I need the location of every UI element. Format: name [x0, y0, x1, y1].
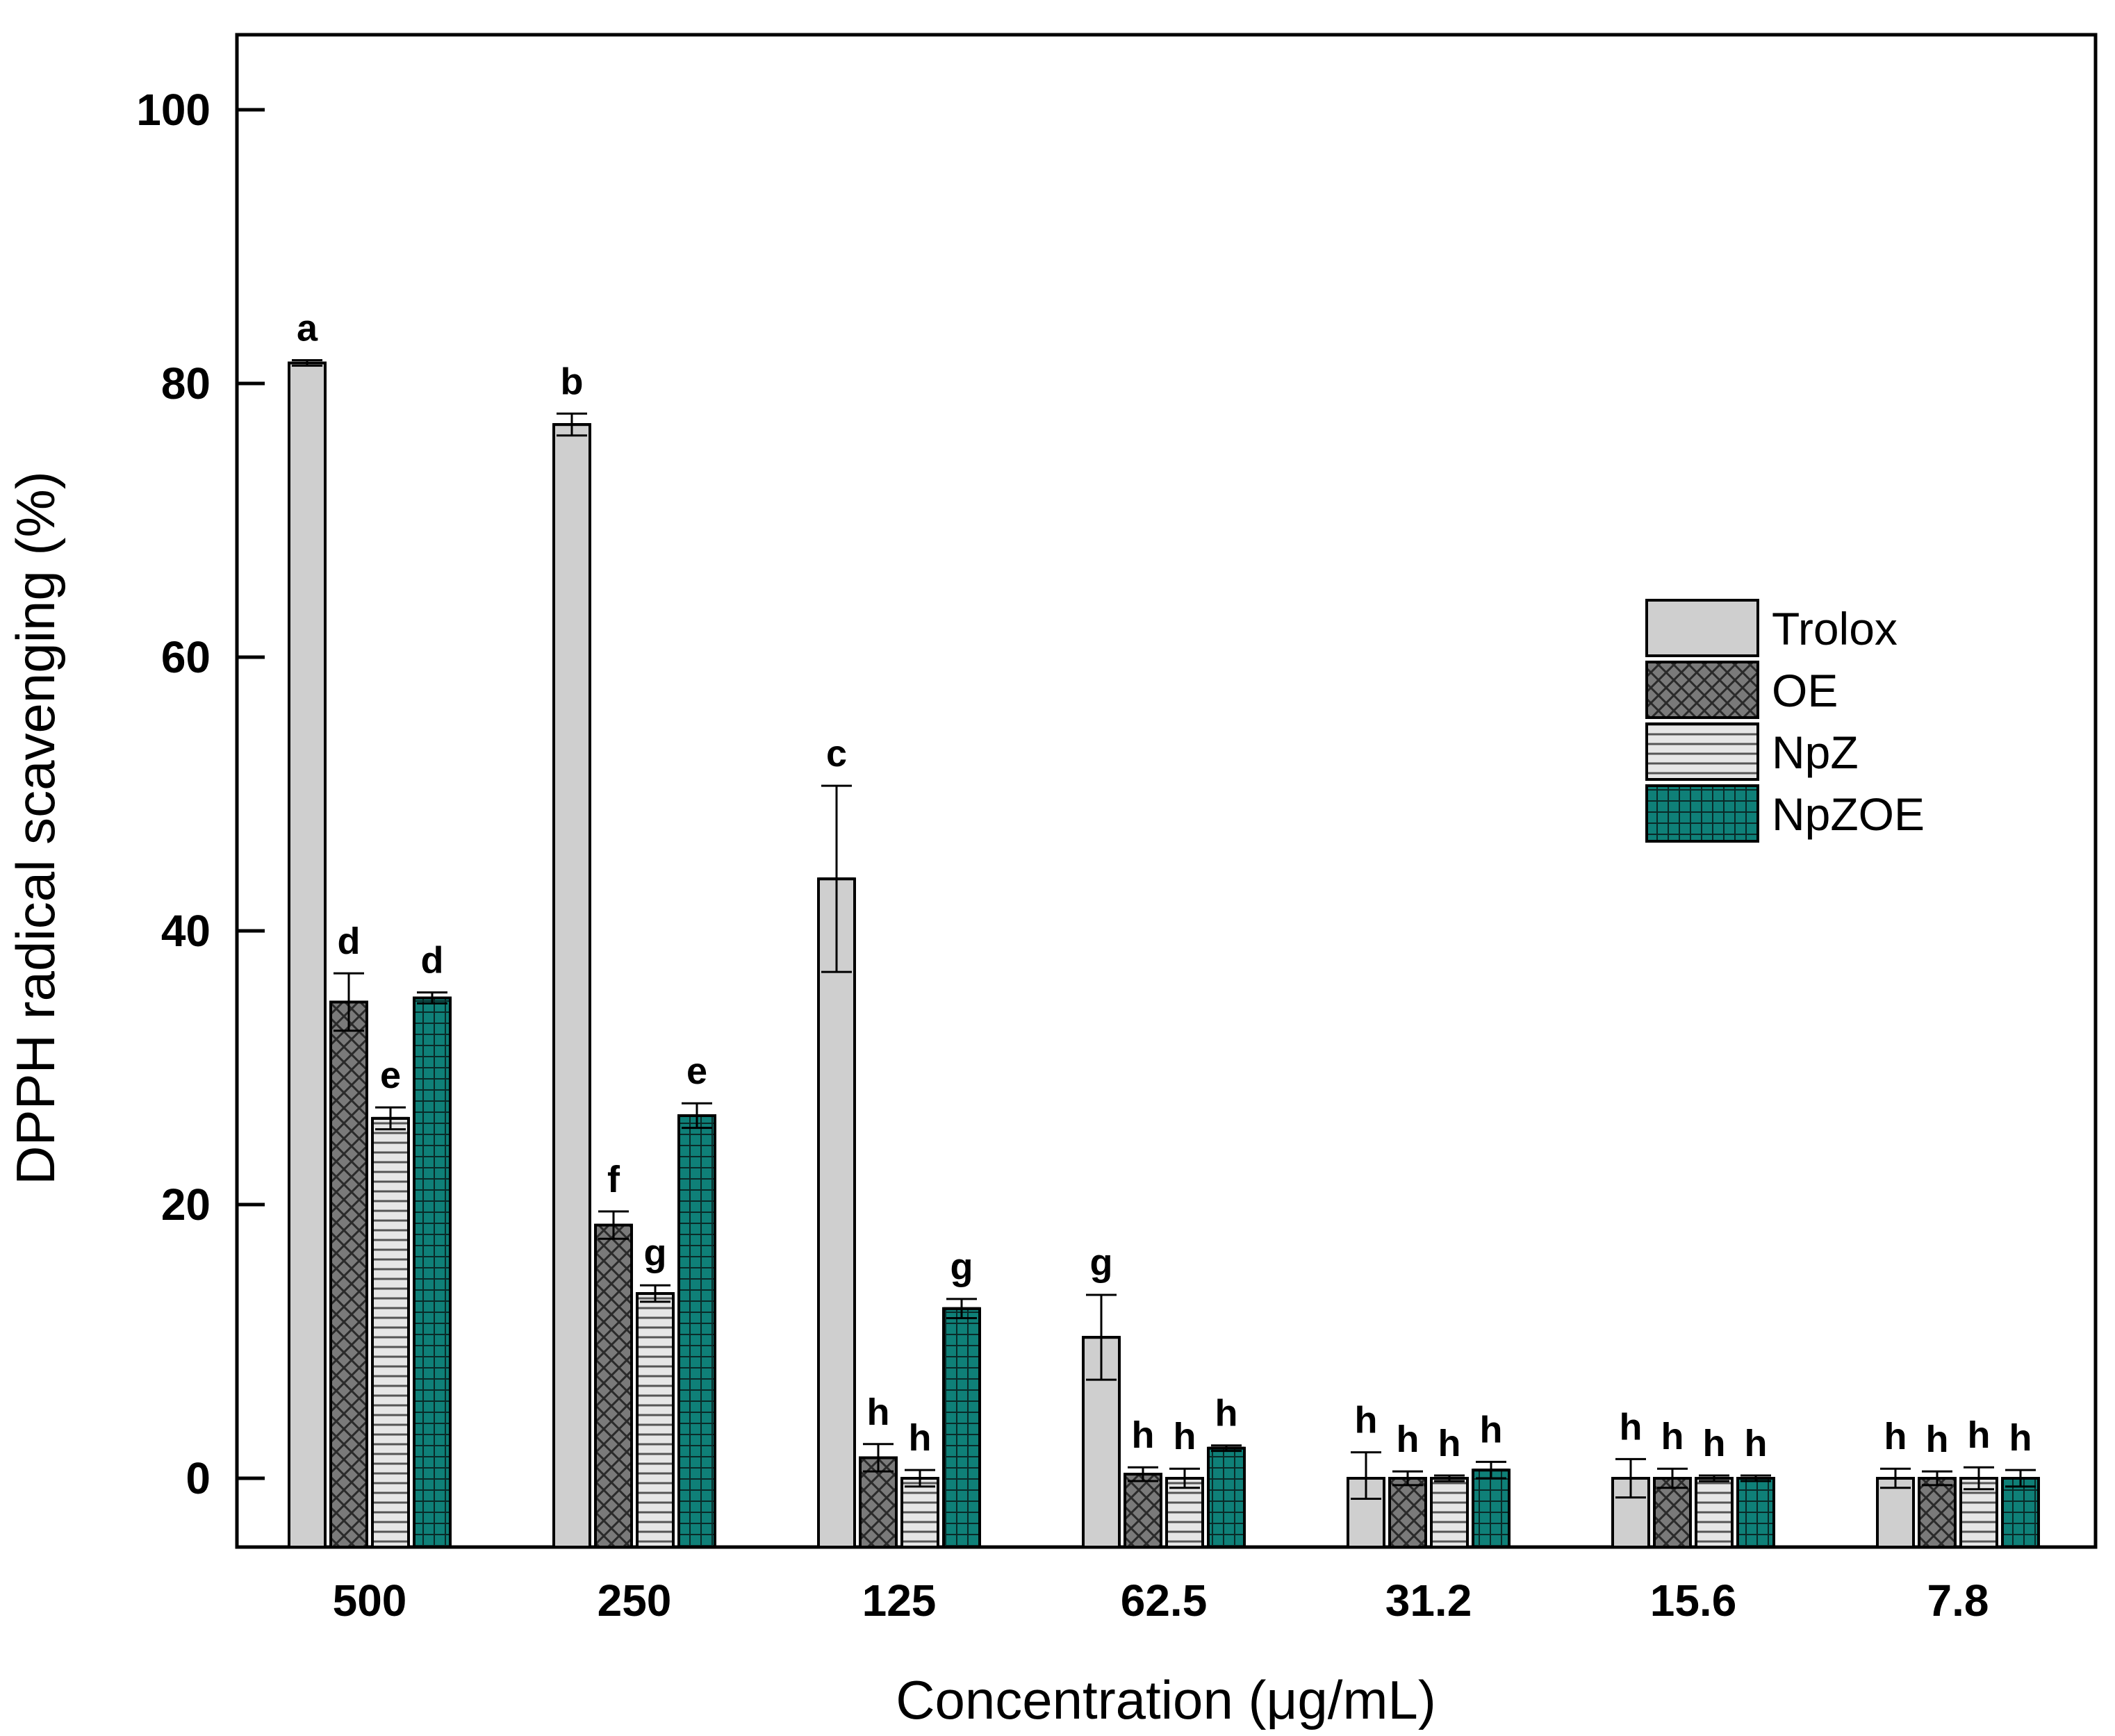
significance-letter: h [867, 1391, 890, 1433]
legend-label-npz: NpZ [1772, 727, 1859, 778]
significance-letter: c [826, 733, 847, 775]
bar-oe [1388, 1477, 1427, 1548]
bar-series [288, 361, 2040, 1549]
legend-swatch-trolox [1645, 599, 1759, 657]
significance-letter: h [1174, 1416, 1196, 1457]
bar-npzoe [413, 996, 452, 1548]
significance-letter: h [1132, 1414, 1155, 1456]
bar-npz [1165, 1477, 1204, 1548]
significance-letter: d [338, 920, 361, 962]
x-tick-label: 15.6 [1650, 1576, 1737, 1626]
significance-letter: f [607, 1159, 620, 1200]
significance-letter: h [1703, 1423, 1726, 1464]
bar-trolox [817, 877, 856, 1548]
significance-letter: h [1745, 1423, 1768, 1464]
x-tick-label: 500 [333, 1576, 407, 1626]
bar-npzoe [1736, 1477, 1775, 1548]
bar-npz [636, 1292, 675, 1549]
bar-oe [594, 1223, 633, 1549]
bar-npzoe [1207, 1446, 1246, 1548]
significance-letter: h [1661, 1416, 1684, 1457]
y-tick-label: 20 [161, 1180, 211, 1230]
bar-oe [1653, 1477, 1692, 1548]
significance-letter: h [909, 1417, 932, 1459]
significance-letter: h [2009, 1417, 2032, 1459]
bar-oe [1124, 1473, 1162, 1549]
x-tick-label: 62.5 [1121, 1576, 1208, 1626]
bar-npzoe [2001, 1477, 2040, 1548]
bar-oe [329, 1000, 368, 1548]
significance-letter: d [421, 940, 444, 982]
bar-npzoe [942, 1307, 981, 1548]
bar-npz [371, 1116, 410, 1548]
legend-label-oe: OE [1772, 665, 1838, 716]
legend: Trolox OE NpZ NpZOE [1645, 599, 1925, 843]
bar-trolox [552, 423, 591, 1548]
bar-npz [1430, 1477, 1469, 1548]
significance-letter: h [1884, 1416, 1907, 1457]
y-tick-label: 80 [161, 358, 211, 408]
bar-npzoe [677, 1114, 716, 1548]
significance-letter: g [644, 1232, 667, 1274]
significance-letter: h [1620, 1406, 1643, 1448]
y-axis-ticks: 0 20 40 60 80 100 [136, 85, 265, 1503]
significance-letter: a [297, 308, 318, 349]
error-bars [292, 359, 2036, 1501]
bar-trolox [1876, 1477, 1915, 1548]
significance-letter: h [1968, 1414, 1991, 1456]
significance-letter: e [686, 1050, 707, 1092]
bar-oe [859, 1456, 898, 1548]
legend-swatch-npz [1645, 722, 1759, 781]
significance-letter: h [1926, 1419, 1949, 1460]
significance-letter: h [1438, 1423, 1461, 1464]
significance-letter: g [950, 1246, 973, 1288]
y-axis-title: DPPH radical scavenging (%) [5, 471, 66, 1184]
y-tick-label: 0 [186, 1453, 211, 1503]
legend-swatch-npzoe [1645, 784, 1759, 843]
legend-label-npzoe: NpZOE [1772, 788, 1925, 840]
bar-trolox [288, 361, 327, 1549]
legend-swatch-oe [1645, 661, 1759, 719]
bar-npz [900, 1477, 939, 1548]
significance-letter: h [1397, 1419, 1419, 1460]
x-tick-label: 250 [598, 1576, 672, 1626]
legend-label-trolox: Trolox [1772, 603, 1898, 654]
y-tick-label: 100 [136, 85, 211, 135]
significance-letter: b [561, 361, 584, 402]
y-tick-label: 40 [161, 906, 211, 956]
bar-npz [1695, 1477, 1734, 1548]
significance-letter: e [380, 1055, 401, 1096]
x-tick-label: 31.2 [1385, 1576, 1472, 1626]
significance-letter: h [1215, 1393, 1238, 1435]
x-tick-label: 7.8 [1927, 1576, 1989, 1626]
bar-npzoe [1472, 1469, 1511, 1548]
x-tick-label: 125 [862, 1576, 937, 1626]
x-axis-ticks: 500 250 125 62.5 31.2 15.6 7.8 [333, 1576, 1989, 1626]
significance-letter: h [1355, 1400, 1378, 1441]
significance-letter: g [1090, 1242, 1113, 1284]
bar-oe [1918, 1477, 1957, 1548]
y-tick-label: 60 [161, 632, 211, 682]
significance-letter: h [1480, 1409, 1503, 1450]
x-axis-title: Concentration (μg/mL) [896, 1669, 1436, 1730]
